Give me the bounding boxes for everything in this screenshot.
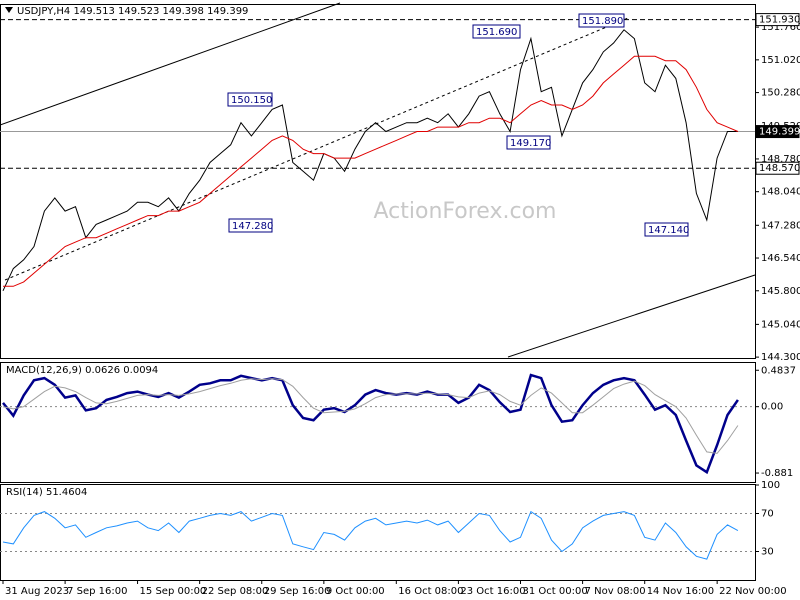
x-tick-label: 22 Nov 00:00: [719, 586, 786, 597]
y-tick-label: 0.00: [761, 402, 783, 413]
price-annotation-box: [228, 218, 273, 233]
y-tick-label: 147.280: [761, 220, 800, 231]
menu-arrow: [5, 7, 13, 13]
x-tick-label: 9 Oct 00:00: [326, 586, 385, 597]
level-box: [755, 13, 800, 27]
series-line: [2, 29, 738, 292]
channel-line: [0, 2, 341, 126]
x-tick-label: 14 Nov 16:00: [647, 586, 714, 597]
price-annotation: 151.890: [582, 16, 623, 27]
y-tick-label: 148.040: [761, 187, 800, 198]
macd-panel: [0, 362, 756, 483]
x-tick-label: 7 Sep 16:00: [67, 586, 127, 597]
x-tick-label: 22 Sep 08:00: [202, 586, 269, 597]
price-annotation: 149.170: [510, 138, 551, 149]
x-tick-label: 7 Nov 08:00: [585, 586, 646, 597]
y-tick-label: 0.4837: [761, 365, 796, 376]
trend-line: [4, 17, 629, 281]
y-tick-label: 146.540: [761, 253, 800, 264]
level-box: [755, 161, 800, 175]
x-tick-label: 31 Aug 2023: [5, 586, 69, 597]
rsi-panel: [0, 484, 756, 581]
series-line: [2, 373, 739, 475]
watermark: ActionForex.com: [374, 199, 557, 224]
x-tick-label: 29 Sep 16:00: [264, 586, 331, 597]
y-tick-label: 145.040: [761, 319, 800, 330]
price-annotation-box: [227, 92, 273, 107]
price-panel: [0, 4, 756, 359]
rsi-header: RSI(14) 51.4604: [6, 487, 87, 498]
series-line: [3, 55, 739, 287]
channel-line: [507, 274, 756, 358]
y-tick-label: 148.780: [761, 154, 800, 165]
symbol-header: USDJPY,H4 149.513 149.523 149.398 149.39…: [17, 6, 248, 17]
x-tick-label: 31 Oct 00:00: [523, 586, 588, 597]
level-label: 149.399: [759, 127, 800, 138]
x-tick-label: 23 Oct 16:00: [460, 586, 525, 597]
macd-header: MACD(12,26,9) 0.0626 0.0094: [6, 365, 158, 376]
level-box: [755, 125, 800, 139]
y-tick-label: 145.800: [761, 286, 800, 297]
price-annotation: 147.280: [232, 221, 273, 232]
level-label: 148.570: [759, 163, 800, 174]
price-annotation: 150.150: [231, 95, 272, 106]
y-tick-label: 144.300: [761, 352, 800, 363]
price-annotation-box: [578, 13, 625, 28]
y-tick-label: 100: [761, 480, 780, 491]
y-tick-label: 150.280: [761, 88, 800, 99]
y-tick-label: 30: [761, 547, 774, 558]
y-tick-label: -0.881: [761, 468, 793, 479]
price-annotation: 151.690: [476, 27, 517, 38]
series-line: [2, 510, 739, 560]
price-annotation: 147.140: [648, 225, 689, 236]
price-annotation-box: [644, 222, 689, 237]
x-tick-label: 15 Sep 00:00: [140, 586, 207, 597]
price-annotation-box: [506, 135, 551, 150]
series-line: [2, 378, 739, 454]
y-tick-label: 70: [761, 509, 774, 520]
y-tick-label: 151.020: [761, 55, 800, 66]
y-tick-label: 151.760: [761, 22, 800, 33]
level-label: 151.930: [759, 15, 800, 26]
price-annotation-box: [472, 24, 521, 39]
x-tick-label: 16 Oct 08:00: [398, 586, 463, 597]
